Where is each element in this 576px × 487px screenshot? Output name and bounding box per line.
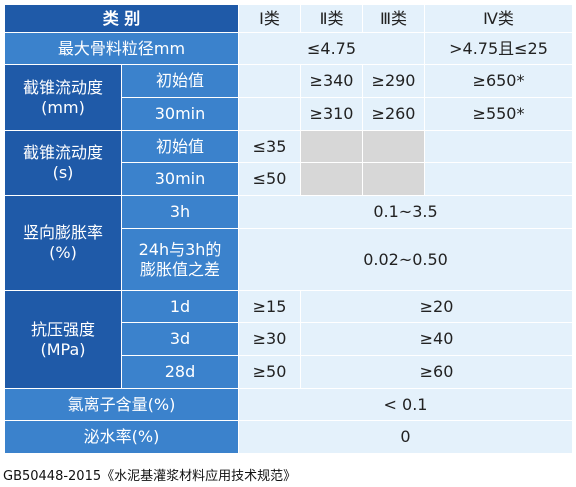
- slump-s-initial-class3: [362, 130, 426, 163]
- slump-mm-initial-row: 截锥流动度 (mm) 初始值 ≥340 ≥290 ≥650*: [4, 64, 574, 131]
- strength-3d-label: 3d: [120, 322, 240, 356]
- expansion-label-line2: (%): [49, 243, 77, 262]
- slump-mm-30min-class2: ≥310: [300, 97, 364, 131]
- slump-s-initial-class2: [300, 130, 364, 163]
- expansion-label: 竖向膨胀率 (%): [4, 195, 122, 291]
- slump-mm-initial-class1: [238, 64, 302, 98]
- slump-mm-initial-class2: ≥340: [300, 64, 364, 98]
- strength-3d-class1: ≥30: [238, 322, 302, 356]
- slump-mm-30min-label: 30min: [120, 97, 240, 131]
- slump-mm-30min-class1: [238, 97, 302, 131]
- slump-s-30min-class2: [300, 162, 364, 196]
- expansion-3h-label: 3h: [120, 195, 240, 229]
- expansion-label-line1: 竖向膨胀率: [22, 223, 103, 242]
- slump-s-label: 截锥流动度 (s): [4, 130, 122, 196]
- expansion-diff-value: 0.02~0.50: [238, 228, 574, 291]
- strength-28d-row: 28d ≥50 ≥60: [5, 355, 574, 389]
- slump-s-30min-class1: ≤50: [238, 162, 302, 196]
- bleeding-row: 泌水率(%) 0: [3, 420, 574, 454]
- strength-1d-class2-4: ≥20: [300, 290, 574, 323]
- strength-1d-row: 抗压强度 (MPa) 1d ≥15 ≥20: [4, 290, 574, 389]
- strength-label: 抗压强度 (MPa): [4, 290, 122, 389]
- spec-table: 类 别 Ⅰ类 Ⅱ类 Ⅲ类 Ⅳ类 最大骨料粒径mm ≤4.75 >4.75且≤25…: [3, 4, 574, 454]
- slump-s-30min-class4: [424, 162, 574, 196]
- strength-1d-label: 1d: [120, 290, 240, 323]
- slump-mm-initial-label: 初始值: [120, 64, 240, 98]
- slump-s-label-line2: (s): [52, 163, 74, 182]
- max-aggregate-value-1-3: ≤4.75: [238, 32, 426, 65]
- max-aggregate-label: 最大骨料粒径mm: [3, 32, 240, 65]
- header-class2: Ⅱ类: [300, 4, 364, 33]
- bleeding-label: 泌水率(%): [3, 420, 240, 454]
- bleeding-value: 0: [238, 420, 574, 454]
- max-aggregate-value-4: >4.75且≤25: [424, 32, 574, 65]
- expansion-3h-row: 竖向膨胀率 (%) 3h 0.1~3.5: [4, 195, 574, 291]
- expansion-diff-label-line2: 膨胀值之差: [140, 259, 221, 279]
- strength-1d-class1: ≥15: [238, 290, 302, 323]
- slump-s-30min-label: 30min: [120, 162, 240, 196]
- slump-mm-30min-row: 30min ≥310 ≥260 ≥550*: [5, 97, 574, 131]
- strength-label-line1: 抗压强度: [30, 319, 95, 339]
- max-aggregate-row: 最大骨料粒径mm ≤4.75 >4.75且≤25: [3, 32, 574, 65]
- slump-s-label-line1: 截锥流动度: [22, 143, 103, 162]
- chloride-label: 氯离子含量(%): [3, 388, 240, 421]
- slump-s-initial-class1: ≤35: [238, 130, 302, 163]
- chloride-row: 氯离子含量(%) < 0.1: [3, 388, 574, 421]
- strength-label-line2: (MPa): [40, 339, 86, 359]
- header-class4: Ⅳ类: [424, 4, 574, 33]
- strength-3d-row: 3d ≥30 ≥40: [5, 322, 574, 356]
- slump-mm-30min-class4: ≥550*: [424, 97, 574, 131]
- slump-mm-label-line1: 截锥流动度: [22, 77, 103, 97]
- strength-28d-label: 28d: [120, 355, 240, 389]
- slump-mm-label: 截锥流动度 (mm): [4, 64, 122, 131]
- slump-s-30min-row: 30min ≤50: [5, 162, 574, 196]
- source-citation: GB50448-2015《水泥基灌浆材料应用技术规范》: [3, 469, 297, 484]
- strength-3d-class2-4: ≥40: [300, 322, 574, 356]
- expansion-3h-value: 0.1~3.5: [238, 195, 574, 229]
- expansion-diff-label-line1: 24h与3h的: [138, 239, 222, 259]
- slump-s-initial-class4: [424, 130, 574, 163]
- expansion-diff-row: 24h与3h的 膨胀值之差 0.02~0.50: [5, 228, 574, 291]
- strength-28d-class1: ≥50: [238, 355, 302, 389]
- slump-mm-30min-class3: ≥260: [362, 97, 426, 131]
- strength-28d-class2-4: ≥60: [300, 355, 574, 389]
- slump-mm-initial-class3: ≥290: [362, 64, 426, 98]
- header-class1: Ⅰ类: [238, 4, 302, 33]
- slump-mm-initial-class4: ≥650*: [424, 64, 574, 98]
- slump-mm-label-line2: (mm): [41, 97, 85, 117]
- slump-s-initial-label: 初始值: [120, 130, 240, 163]
- expansion-diff-label: 24h与3h的 膨胀值之差: [120, 228, 240, 291]
- header-class3: Ⅲ类: [362, 4, 426, 33]
- chloride-value: < 0.1: [238, 388, 574, 421]
- slump-s-initial-row: 截锥流动度 (s) 初始值 ≤35: [4, 130, 574, 196]
- header-row: 类 别 Ⅰ类 Ⅱ类 Ⅲ类 Ⅳ类: [3, 4, 574, 33]
- slump-s-30min-class3: [362, 162, 426, 196]
- header-category: 类 别: [3, 4, 240, 33]
